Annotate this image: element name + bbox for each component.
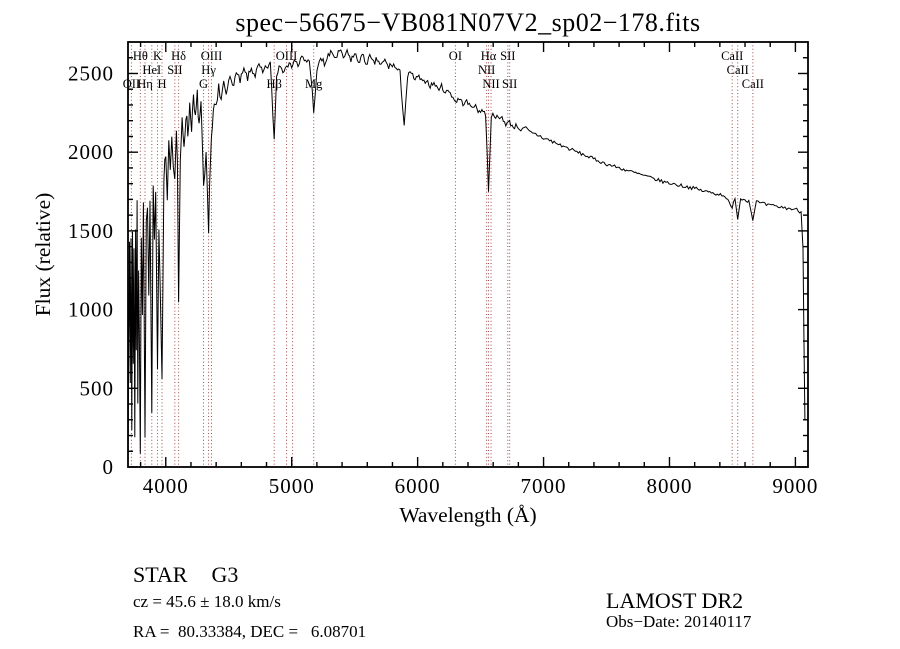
y-tick-label-2000: 2000 [68, 140, 114, 164]
x-tick-label-4000: 4000 [143, 474, 189, 498]
spectral-line-label-4072: SII [167, 63, 182, 77]
spectral-line-label-6716: SII [500, 49, 515, 63]
y-tick-label-500: 500 [80, 376, 115, 400]
spectral-line-label-3727: OII [123, 77, 140, 91]
x-tick-label-8000: 8000 [646, 474, 692, 498]
survey-label: LAMOST DR2 [606, 588, 744, 613]
spectral-line-labels: OIIHθHηHeIKHSIIHδGHγOIIIHβOIIIMgOINIIHαN… [123, 49, 764, 91]
spectral-line-label-3970: H [157, 77, 166, 91]
y-tick-label-1500: 1500 [68, 219, 114, 243]
object-classification: STAR G3 [133, 562, 238, 588]
spectral-line-label-4363: OIII [201, 49, 223, 63]
spectral-line-label-6563: Hα [481, 49, 497, 63]
plot-title: spec−56675−VB081N07V2_sp02−178.fits [235, 8, 701, 37]
spectral-line-markers [130, 42, 754, 467]
spectral-line-label-6583: NII [482, 77, 499, 91]
spectral-line-label-6731: SII [502, 77, 517, 91]
spectral-line-label-4102: Hδ [171, 49, 186, 63]
obs-date-label: Obs−Date: 20140117 [606, 612, 752, 631]
subclass-label: G3 [211, 562, 239, 587]
spectral-line-label-3835: Hη [137, 77, 153, 91]
x-tick-label-9000: 9000 [772, 474, 818, 498]
y-tick-label-0: 0 [103, 455, 115, 479]
spectral-line-label-6300: OI [449, 49, 462, 63]
spectral-line-label-6548: NII [478, 63, 495, 77]
footer-coordinates-row: RA = 80.33384, DEC = 6.08701 [0, 602, 900, 649]
spectral-line-label-3934: K [153, 49, 162, 63]
x-tick-label-5000: 5000 [269, 474, 315, 498]
y-tick-labels: 0 500 1000 1500 2000 2500 [68, 61, 115, 479]
x-tick-labels: 4000 5000 6000 7000 8000 9000 [143, 474, 818, 498]
object-type-label: STAR [133, 562, 188, 587]
coordinates-value: RA = 80.33384, DEC = 6.08701 [133, 622, 367, 641]
spectral-line-label-4861: Hβ [267, 77, 282, 91]
spectral-line-label-3798: Hθ [133, 49, 148, 63]
x-tick-label-6000: 6000 [395, 474, 441, 498]
axis-ticks [128, 42, 808, 468]
spectral-line-label-8542: CaII [727, 63, 749, 77]
cz-value: cz = 45.6 ± 18.0 km/s [133, 592, 281, 611]
spectral-line-label-4959: OIII [276, 49, 298, 63]
spectral-line-label-4340: Hγ [201, 63, 216, 77]
plot-border [127, 41, 809, 468]
y-tick-label-1000: 1000 [68, 298, 114, 322]
x-axis-label: Wavelength (Å) [399, 503, 536, 527]
x-tick-label-7000: 7000 [521, 474, 567, 498]
footer-velocity-row: cz = 45.6 ± 18.0 km/s Obs−Date: 20140117 [0, 572, 900, 649]
y-axis-label: Flux (relative) [31, 193, 55, 317]
spectral-line-label-4300: G [199, 77, 208, 91]
spectrum-line [127, 48, 806, 468]
footer-classification-row: STAR G3 LAMOST DR2 [0, 536, 900, 640]
spectral-line-label-8662: CaII [742, 77, 764, 91]
spectral-line-label-3889: HeI [142, 63, 161, 77]
y-tick-label-2500: 2500 [68, 61, 114, 85]
spectral-line-label-8498: CaII [721, 49, 743, 63]
spectral-line-label-5175: Mg [305, 77, 323, 91]
